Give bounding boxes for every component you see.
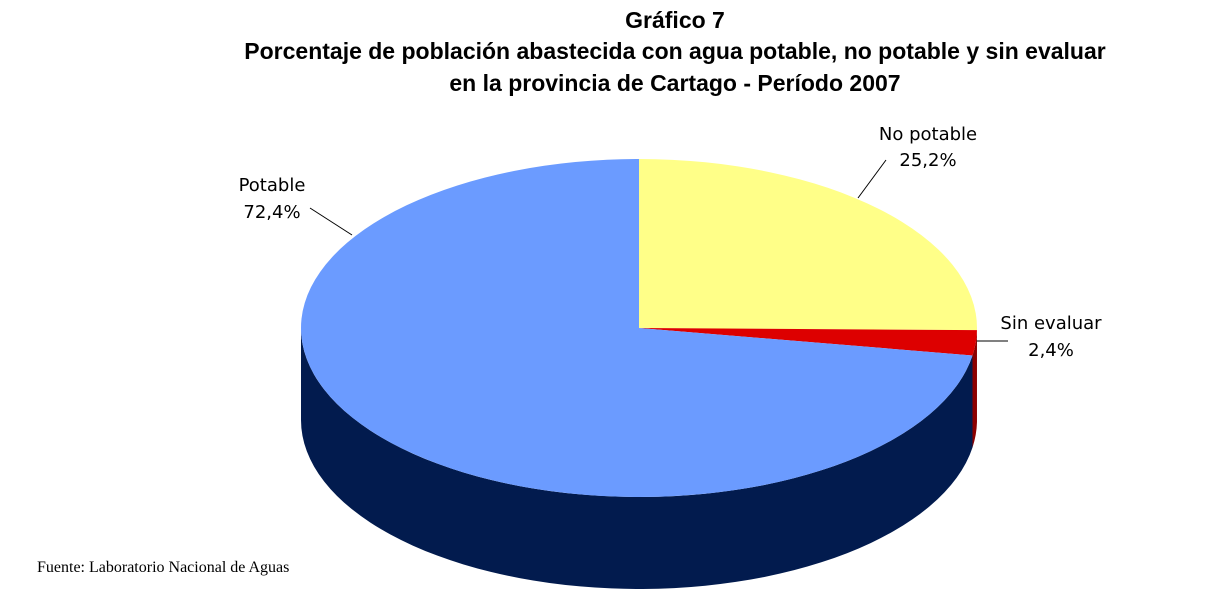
pie-slice-no-potable [639, 159, 977, 331]
pie-top-faces [301, 159, 977, 497]
slice-name-label: No potable [879, 124, 977, 145]
slice-name-label: Sin evaluar [1000, 313, 1102, 334]
source-note: Fuente: Laboratorio Nacional de Aguas [37, 559, 290, 576]
slice-value-label: 72,4% [243, 202, 300, 223]
leader-line [309, 207, 353, 236]
chart-subtitle-line-1: Porcentaje de población abastecida con a… [244, 38, 1106, 64]
slice-value-label: 25,2% [899, 150, 956, 171]
pie-label-potable: Potable 72,4% [239, 175, 353, 236]
pie-side-walls [301, 328, 977, 590]
pie-side-potable [301, 328, 973, 590]
pie-label-sin-evaluar: Sin evaluar 2,4% [977, 313, 1102, 361]
chart-subtitle-line-2: en la provincia de Cartago - Período 200… [449, 70, 901, 96]
slice-value-label: 2,4% [1028, 340, 1074, 361]
pie-side-sin-evaluar [972, 330, 977, 448]
pie-slice-potable [301, 159, 973, 497]
pie-label-no-potable: No potable 25,2% [857, 124, 977, 199]
slice-name-label: Potable [239, 175, 306, 196]
chart-title: Gráfico 7 [625, 7, 725, 33]
pie-slice-sin-evaluar [639, 328, 977, 356]
leader-line [857, 159, 887, 199]
